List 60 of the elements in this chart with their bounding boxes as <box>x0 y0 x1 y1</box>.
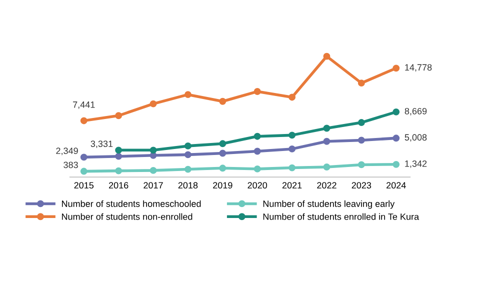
x-tick-label: 2017 <box>144 182 163 189</box>
point <box>392 134 400 142</box>
data-label: 383 <box>64 162 78 168</box>
x-tick-label: 2021 <box>282 182 302 189</box>
point <box>219 164 226 172</box>
data-label: 1,342 <box>405 160 427 168</box>
x-tick-label: 2015 <box>74 182 94 189</box>
point <box>254 148 261 155</box>
point <box>254 132 261 140</box>
point <box>323 124 330 132</box>
point <box>288 132 296 139</box>
point <box>288 145 296 152</box>
point <box>184 151 192 158</box>
point <box>288 94 296 101</box>
point <box>184 91 192 98</box>
point <box>115 152 122 160</box>
point <box>184 166 192 173</box>
point <box>80 168 88 175</box>
point <box>80 154 88 161</box>
point <box>115 112 122 120</box>
point <box>323 138 330 145</box>
data-label: 8,669 <box>404 108 427 116</box>
point <box>392 108 400 116</box>
point <box>254 165 261 172</box>
point <box>392 160 400 168</box>
point <box>288 164 296 172</box>
legend-label: Number of students non-enrolled <box>62 213 192 220</box>
point <box>323 164 330 170</box>
legend-label: Number of students enrolled in Te Kura <box>263 213 420 220</box>
legend-label: Number of students homeschooled <box>62 200 201 207</box>
data-label: 5,008 <box>404 134 427 142</box>
x-tick-label: 2023 <box>352 182 372 189</box>
x-tick-label: 2024 <box>386 182 406 189</box>
point <box>358 161 365 168</box>
data-label: 2,349 <box>56 148 78 156</box>
data-label: 14,778 <box>405 64 432 72</box>
point <box>219 140 226 148</box>
point <box>392 64 400 72</box>
point <box>150 166 157 174</box>
point <box>358 80 365 87</box>
point <box>219 98 226 105</box>
x-tick-label: 2018 <box>178 182 198 189</box>
x-tick-label: 2020 <box>248 182 268 189</box>
point <box>184 142 192 150</box>
point <box>150 100 157 108</box>
data-label: 7,441 <box>73 102 95 109</box>
point <box>254 88 261 95</box>
x-tick-label: 2022 <box>317 182 336 189</box>
point <box>150 146 157 154</box>
point <box>358 119 365 126</box>
legend-label: Number of students leaving early <box>263 200 395 209</box>
point <box>80 117 88 124</box>
point <box>115 146 122 154</box>
point <box>323 52 330 60</box>
point <box>358 136 365 144</box>
x-tick-label: 2019 <box>213 182 232 189</box>
x-tick-label: 2016 <box>108 182 128 189</box>
data-label: 3,331 <box>90 140 113 148</box>
point <box>219 150 226 157</box>
point <box>115 167 122 174</box>
